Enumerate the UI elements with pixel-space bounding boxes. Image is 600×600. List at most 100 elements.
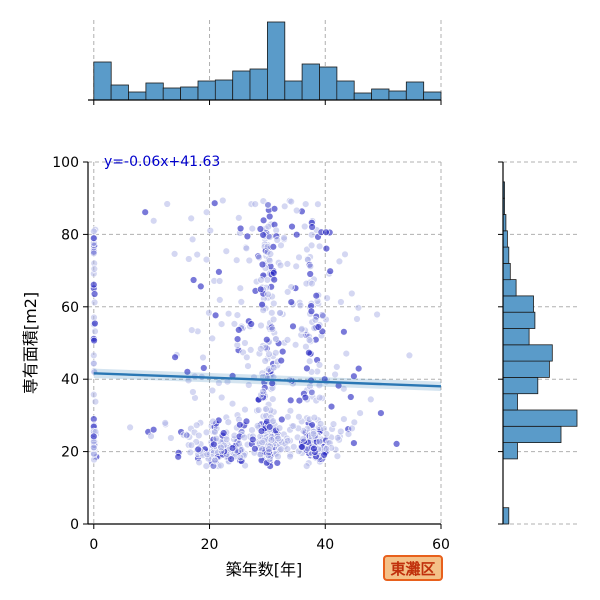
scatter-point bbox=[217, 461, 225, 470]
top-hist-bar bbox=[249, 68, 268, 101]
scatter-point bbox=[209, 417, 217, 426]
scatter-point bbox=[249, 435, 257, 444]
scatter-point bbox=[273, 236, 281, 244]
top-hist-bar bbox=[162, 87, 181, 101]
scatter-point bbox=[281, 202, 289, 211]
scatter-point bbox=[126, 423, 134, 432]
scatter-point bbox=[149, 426, 158, 434]
scatter-point bbox=[273, 459, 281, 467]
scatter-point bbox=[270, 299, 278, 308]
y-tick-label: 0 bbox=[70, 517, 79, 533]
scatter-point bbox=[266, 256, 274, 265]
scatter-point bbox=[188, 235, 197, 244]
scatter-point bbox=[266, 233, 274, 241]
right-hist-bar bbox=[502, 262, 511, 281]
right-hist-bar bbox=[502, 279, 517, 297]
scatter-point bbox=[306, 357, 314, 365]
scatter-point bbox=[350, 439, 358, 447]
scatter-point bbox=[267, 436, 276, 444]
top-hist-bar bbox=[405, 81, 425, 101]
scatter-point bbox=[347, 393, 355, 401]
scatter-point bbox=[350, 372, 358, 380]
scatter-point bbox=[269, 315, 278, 324]
scatter-point bbox=[147, 432, 155, 440]
top-hist-bar bbox=[145, 82, 164, 101]
scatter-point bbox=[276, 309, 284, 317]
scatter-point bbox=[90, 290, 99, 298]
region-badge: 東灘区 bbox=[383, 555, 443, 581]
scatter-point bbox=[258, 260, 267, 269]
right-hist-bar bbox=[502, 344, 553, 362]
scatter-point bbox=[90, 234, 98, 242]
scatter-point bbox=[306, 270, 314, 278]
scatter-point bbox=[367, 395, 375, 404]
scatter-point bbox=[174, 453, 182, 461]
scatter-point bbox=[210, 440, 218, 448]
regression-layer: y=-0.06x+41.63 bbox=[93, 154, 442, 392]
scatter-point bbox=[276, 261, 285, 269]
scatter-point bbox=[266, 423, 274, 431]
scatter-point bbox=[335, 257, 344, 266]
scatter-point bbox=[253, 422, 262, 430]
scatter-point bbox=[315, 437, 324, 446]
scatter-point bbox=[257, 321, 265, 330]
top-hist-bar bbox=[353, 92, 373, 101]
scatter-point bbox=[344, 430, 353, 438]
scatter-point bbox=[302, 200, 310, 208]
scatter-point bbox=[278, 415, 286, 424]
scatter-point bbox=[269, 417, 277, 425]
scatter-point bbox=[295, 253, 303, 261]
scatter-point bbox=[303, 245, 311, 254]
scatter-point bbox=[311, 316, 320, 324]
scatter-point bbox=[150, 217, 158, 225]
scatter-point bbox=[141, 208, 149, 216]
top-hist-bar bbox=[180, 86, 199, 101]
y-tick-label: 20 bbox=[61, 445, 79, 461]
scatter-point bbox=[197, 282, 205, 291]
scatter-point bbox=[187, 214, 195, 223]
scatter-point bbox=[340, 415, 348, 423]
scatter-point bbox=[270, 205, 279, 213]
scatter-point bbox=[270, 364, 278, 372]
right-histogram bbox=[498, 161, 580, 525]
top-hist-bar bbox=[301, 63, 320, 101]
top-hist-bar bbox=[93, 61, 112, 101]
scatter-point bbox=[301, 222, 309, 231]
scatter-point bbox=[257, 427, 266, 435]
scatter-point bbox=[183, 368, 192, 376]
scatter-point bbox=[245, 256, 254, 265]
right-hist-bar bbox=[502, 425, 562, 443]
scatter-point bbox=[227, 455, 235, 463]
scatter-point bbox=[185, 255, 193, 263]
scatter-point bbox=[188, 326, 196, 334]
scatter-point bbox=[208, 334, 217, 343]
scatter-point bbox=[215, 277, 224, 285]
scatter-point bbox=[189, 388, 197, 396]
scatter-point bbox=[91, 398, 100, 406]
scatter-point bbox=[235, 440, 243, 448]
scatter-point bbox=[284, 413, 292, 421]
scatter-point bbox=[274, 452, 282, 461]
scatter-point bbox=[319, 312, 327, 320]
top-hist-bar bbox=[197, 80, 216, 101]
scatter-point bbox=[322, 445, 331, 453]
scatter-point bbox=[211, 311, 220, 319]
axes-layer: 0 20 40 60 0 20 40 60 80 100 bbox=[52, 155, 450, 553]
scatter-point bbox=[280, 234, 288, 242]
scatter-point bbox=[337, 298, 345, 306]
scatter-point bbox=[243, 232, 252, 241]
scatter-point bbox=[298, 443, 306, 451]
scatter-point bbox=[283, 445, 292, 453]
scatter-point bbox=[272, 335, 280, 343]
scatter-point bbox=[289, 422, 297, 430]
scatter-point bbox=[90, 351, 98, 359]
scatter-point bbox=[90, 249, 98, 258]
scatter-point bbox=[392, 440, 401, 448]
scatter-point bbox=[309, 430, 318, 438]
scatter-point bbox=[298, 325, 306, 333]
scatter-point bbox=[245, 381, 253, 389]
scatter-point bbox=[266, 250, 275, 258]
scatter-point bbox=[91, 327, 99, 335]
scatter-point bbox=[268, 309, 276, 317]
scatter-point bbox=[288, 222, 296, 231]
